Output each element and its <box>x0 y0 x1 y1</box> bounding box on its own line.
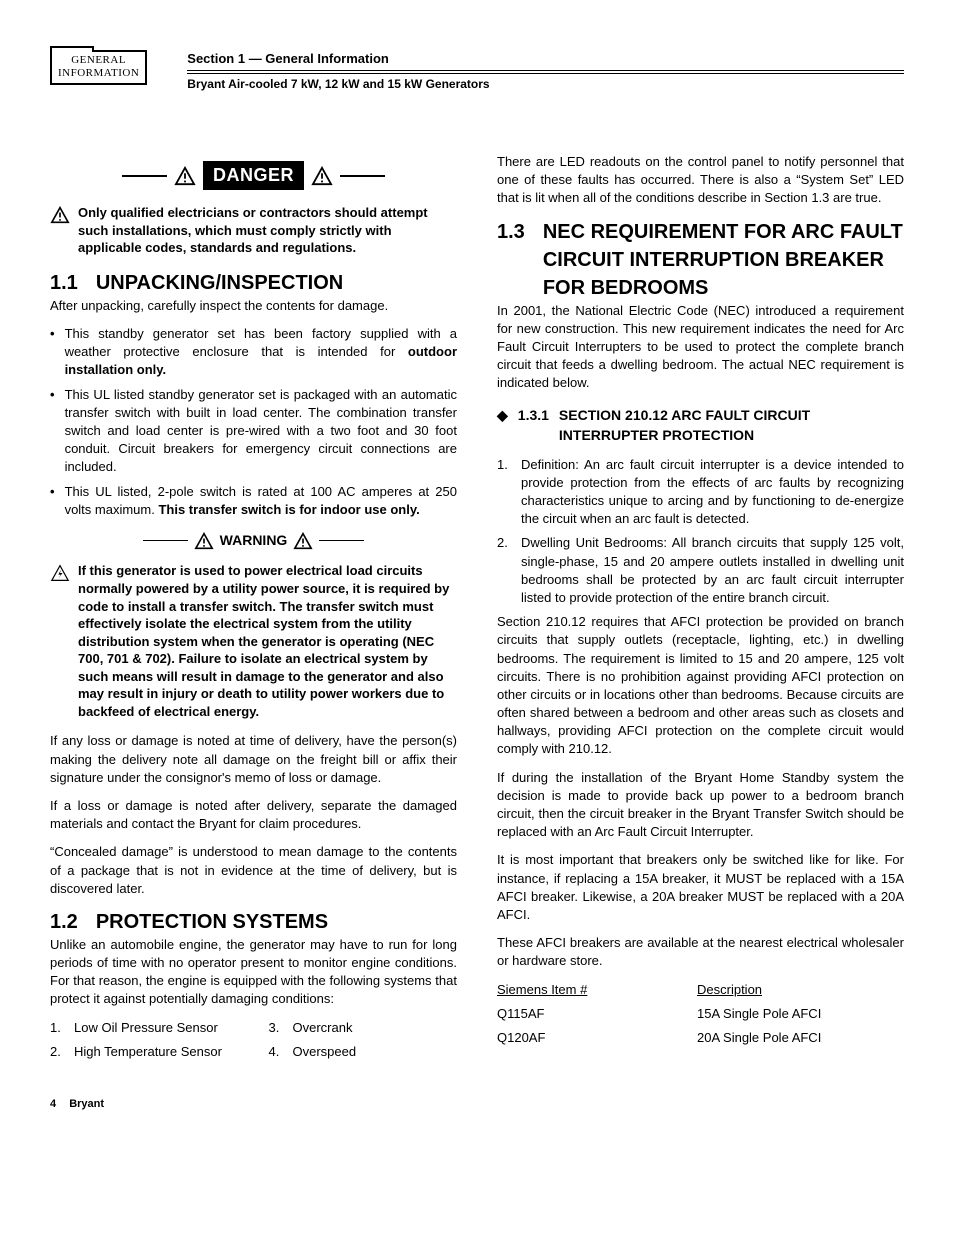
heading-1-1: 1.1 UNPACKING/INSPECTION <box>50 269 457 297</box>
section-tab: GENERAL INFORMATION <box>50 50 147 85</box>
s13-p3: It is most important that breakers only … <box>497 851 904 924</box>
afci-table: Siemens Item # Description Q115AF 15A Si… <box>497 981 904 1048</box>
warning-triangle-icon <box>173 166 197 186</box>
s13-intro: In 2001, the National Electric Code (NEC… <box>497 302 904 393</box>
page-header: GENERAL INFORMATION Section 1 — General … <box>50 50 904 93</box>
left-column: DANGER Only qualified electricians or co… <box>50 153 457 1067</box>
table-header: Description <box>697 981 762 999</box>
s13-definitions: 1.Definition: An arc fault circuit inter… <box>497 456 904 608</box>
s11-p1: If any loss or damage is noted at time o… <box>50 732 457 787</box>
warning-text: If this generator is used to power elect… <box>78 562 457 720</box>
footer-brand: Bryant <box>69 1098 104 1110</box>
warning-triangle-icon <box>50 206 70 224</box>
section-label: Section 1 — General Information <box>187 50 904 71</box>
s11-bullets: This standby generator set has been fact… <box>50 325 457 519</box>
shock-triangle-icon <box>50 564 70 582</box>
product-label: Bryant Air-cooled 7 kW, 12 kW and 15 kW … <box>187 73 904 93</box>
page-footer: 4 Bryant <box>50 1097 904 1112</box>
s12-intro: Unlike an automobile engine, the generat… <box>50 936 457 1009</box>
tab-line2: INFORMATION <box>58 67 139 80</box>
warning-triangle-icon <box>194 532 214 550</box>
right-column: There are LED readouts on the control pa… <box>497 153 904 1067</box>
diamond-icon: ◆ <box>497 406 508 426</box>
table-row: Q120AF 20A Single Pole AFCI <box>497 1029 904 1047</box>
table-row: Q115AF 15A Single Pole AFCI <box>497 1005 904 1023</box>
danger-callout: Only qualified electricians or contracto… <box>50 204 457 257</box>
warning-triangle-icon <box>293 532 313 550</box>
s13-p4: These AFCI breakers are available at the… <box>497 934 904 970</box>
s13-p1: Section 210.12 requires that AFCI protec… <box>497 613 904 759</box>
warning-triangle-icon <box>310 166 334 186</box>
protection-list: 1.Low Oil Pressure Sensor 2.High Tempera… <box>50 1019 457 1067</box>
s11-p3: “Concealed damage” is understood to mean… <box>50 843 457 898</box>
danger-label: DANGER <box>203 161 304 190</box>
page-number: 4 <box>50 1098 56 1110</box>
s11-p2: If a loss or damage is noted after deliv… <box>50 797 457 833</box>
danger-banner: DANGER <box>50 161 457 190</box>
heading-1-2: 1.2 PROTECTION SYSTEMS <box>50 908 457 936</box>
tab-line1: GENERAL <box>58 54 139 67</box>
s11-intro: After unpacking, carefully inspect the c… <box>50 297 457 315</box>
warning-callout: If this generator is used to power elect… <box>50 562 457 720</box>
table-header: Siemens Item # <box>497 981 697 999</box>
warning-label: WARNING <box>220 531 288 551</box>
warning-banner: WARNING <box>50 531 457 551</box>
s13-p2: If during the installation of the Bryant… <box>497 769 904 842</box>
heading-1-3: 1.3 NEC REQUIREMENT FOR ARC FAULT CIRCUI… <box>497 218 904 302</box>
danger-text: Only qualified electricians or contracto… <box>78 204 457 257</box>
s12-continued: There are LED readouts on the control pa… <box>497 153 904 208</box>
heading-1-3-1: ◆ 1.3.1 SECTION 210.12 ARC FAULT CIRCUIT… <box>497 406 904 445</box>
